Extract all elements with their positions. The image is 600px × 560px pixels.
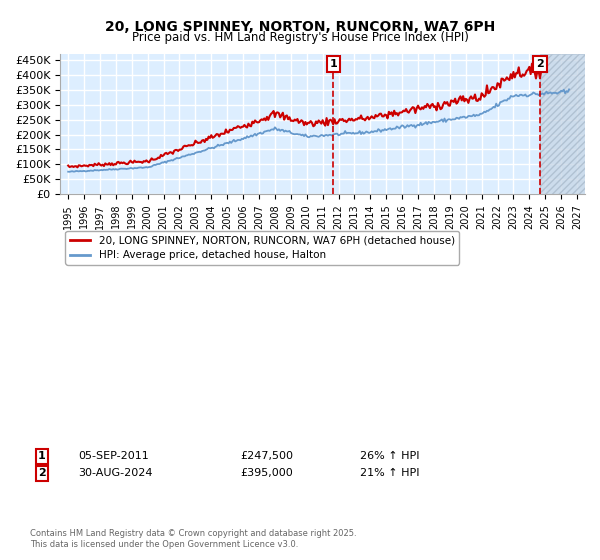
Text: 30-AUG-2024: 30-AUG-2024 bbox=[78, 468, 152, 478]
Text: 05-SEP-2011: 05-SEP-2011 bbox=[78, 451, 149, 461]
Text: 20, LONG SPINNEY, NORTON, RUNCORN, WA7 6PH: 20, LONG SPINNEY, NORTON, RUNCORN, WA7 6… bbox=[105, 20, 495, 34]
Text: 26% ↑ HPI: 26% ↑ HPI bbox=[360, 451, 419, 461]
Text: Contains HM Land Registry data © Crown copyright and database right 2025.
This d: Contains HM Land Registry data © Crown c… bbox=[30, 529, 356, 549]
Text: £247,500: £247,500 bbox=[240, 451, 293, 461]
Text: Price paid vs. HM Land Registry's House Price Index (HPI): Price paid vs. HM Land Registry's House … bbox=[131, 31, 469, 44]
Text: £395,000: £395,000 bbox=[240, 468, 293, 478]
Text: 2: 2 bbox=[38, 468, 46, 478]
Text: 1: 1 bbox=[38, 451, 46, 461]
Legend: 20, LONG SPINNEY, NORTON, RUNCORN, WA7 6PH (detached house), HPI: Average price,: 20, LONG SPINNEY, NORTON, RUNCORN, WA7 6… bbox=[65, 231, 459, 264]
Text: 1: 1 bbox=[329, 59, 337, 69]
Text: 21% ↑ HPI: 21% ↑ HPI bbox=[360, 468, 419, 478]
Bar bbox=[540, 54, 585, 194]
Text: 2: 2 bbox=[536, 59, 544, 69]
